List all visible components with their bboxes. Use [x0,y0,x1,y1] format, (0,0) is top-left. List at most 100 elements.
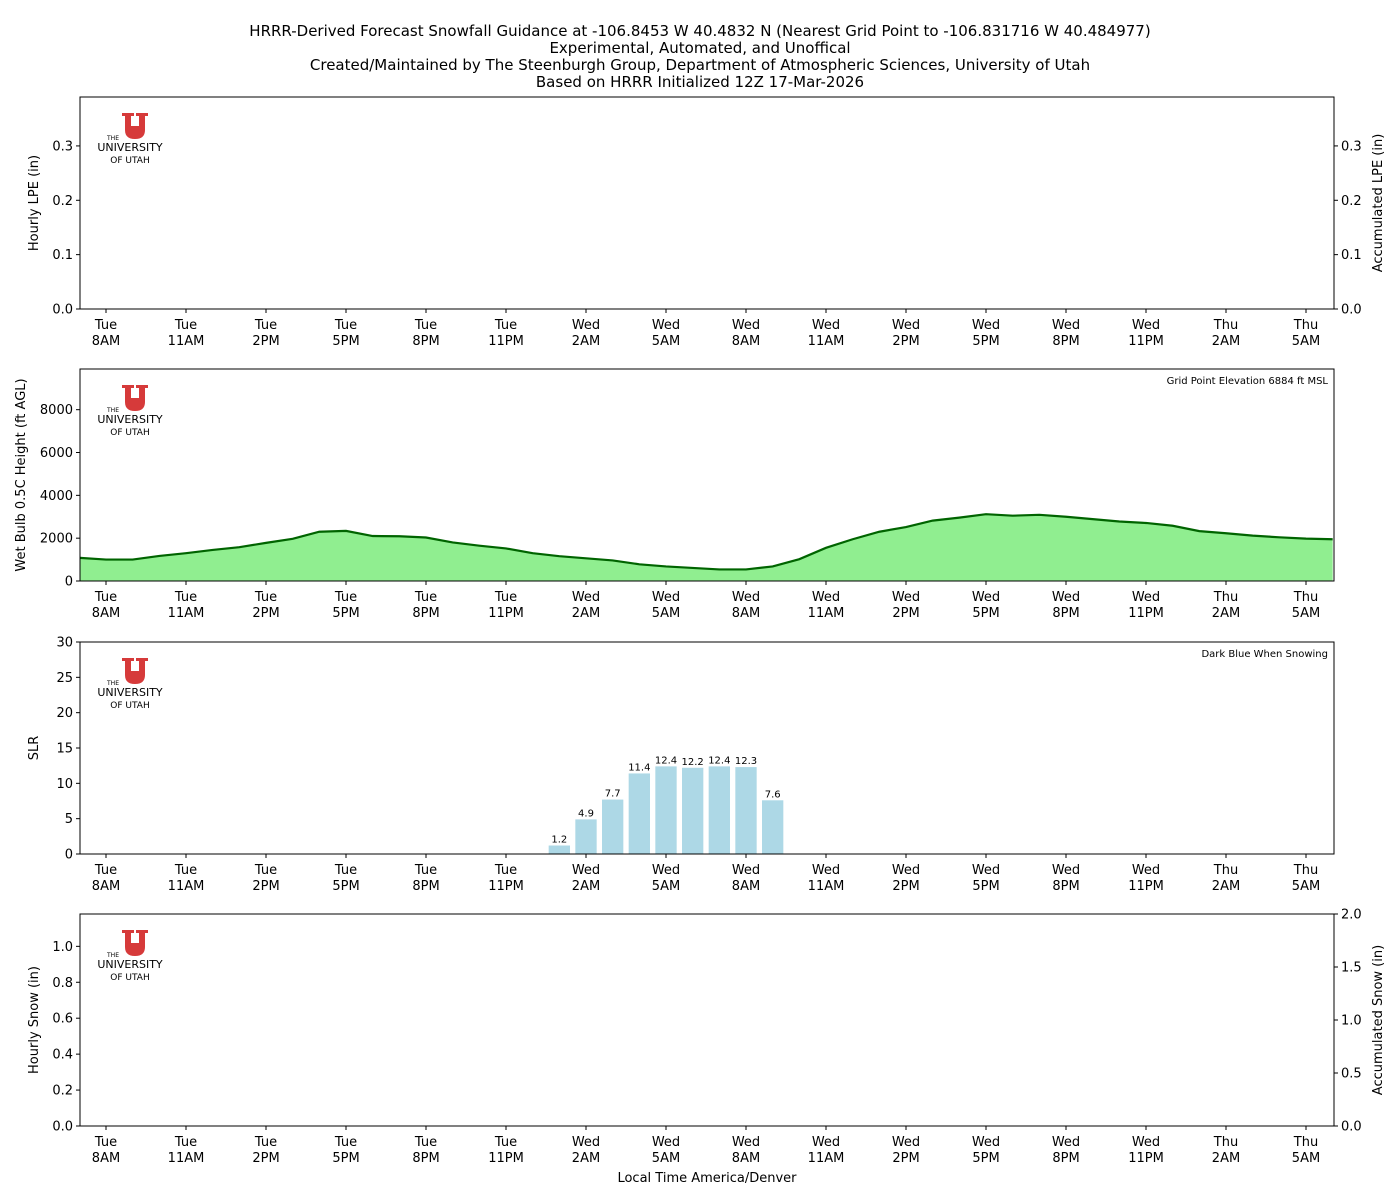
y-axis-label: Hourly Snow (in) [27,966,42,1074]
x-tick-day: Tue [334,590,357,605]
x-tick-day: Tue [254,863,277,878]
x-tick-time: 8AM [732,334,760,349]
y-tick-label: 20 [56,706,73,721]
x-tick-day: Tue [94,318,117,333]
y-right-tick-label: 0.0 [1341,303,1362,318]
logo-text: THE [106,952,119,959]
wetbulb-area [80,514,1333,581]
x-tick-time: 8PM [412,606,439,621]
x-tick-day: Thu [1213,1135,1238,1150]
x-tick-time: 11PM [488,879,524,894]
x-tick-day: Tue [174,318,197,333]
x-tick-time: 2PM [252,1151,279,1166]
x-tick-day: Thu [1293,318,1318,333]
x-tick-day: Wed [572,863,600,878]
u-logo-icon [122,113,148,139]
x-tick-time: 5PM [972,334,999,349]
x-tick-day: Thu [1293,590,1318,605]
y-tick-label: 6000 [40,446,73,461]
x-tick-time: 11AM [168,879,205,894]
x-tick-day: Wed [652,1135,680,1150]
y-right-tick-label: 0.3 [1341,139,1362,154]
x-tick-day: Tue [494,318,517,333]
u-logo-icon [122,930,148,956]
x-tick-time: 2AM [1212,606,1240,621]
y-right-axis-label: Accumulated Snow (in) [1371,945,1386,1095]
x-tick-time: 5AM [652,879,680,894]
y-right-tick-label: 2.0 [1341,908,1362,923]
x-tick-day: Tue [94,863,117,878]
slr-bar-label: 7.6 [765,789,781,800]
u-logo-icon [122,385,148,411]
x-tick-day: Wed [572,590,600,605]
x-tick-time: 5AM [1292,879,1320,894]
x-tick-day: Wed [812,863,840,878]
plot-frame [79,368,1335,582]
x-tick-day: Wed [812,318,840,333]
x-tick-day: Wed [1132,863,1160,878]
slr-bar-label: 12.2 [682,757,704,768]
x-tick-day: Wed [972,318,1000,333]
x-tick-day: Thu [1213,318,1238,333]
y-tick-label: 0.4 [52,1048,73,1063]
logo-text: OF UTAH [110,701,149,711]
x-tick-day: Thu [1293,863,1318,878]
logo-text: OF UTAH [110,156,149,166]
x-tick-day: Tue [414,318,437,333]
x-tick-day: Tue [334,863,357,878]
slr-bar-label: 12.3 [735,756,757,767]
x-tick-day: Wed [652,318,680,333]
y-tick-label: 0.2 [52,1084,73,1099]
x-tick-day: Wed [732,1135,760,1150]
x-tick-day: Tue [174,1135,197,1150]
slr-bar [602,799,624,854]
x-tick-time: 11PM [1128,1151,1164,1166]
y-tick-label: 0 [65,848,73,863]
x-tick-day: Wed [1052,863,1080,878]
x-tick-time: 2PM [892,1151,919,1166]
x-tick-day: Tue [334,1135,357,1150]
x-tick-day: Wed [812,590,840,605]
x-tick-day: Tue [254,590,277,605]
x-tick-time: 11AM [168,334,205,349]
x-tick-day: Wed [812,1135,840,1150]
x-tick-day: Wed [892,590,920,605]
x-tick-time: 8AM [92,334,120,349]
panel-annotation: Dark Blue When Snowing [1201,649,1328,660]
slr-bar-label: 12.4 [655,755,677,766]
y-right-tick-label: 0.1 [1341,248,1362,263]
x-tick-day: Wed [1132,590,1160,605]
x-tick-time: 5PM [332,334,359,349]
x-tick-day: Wed [972,1135,1000,1150]
logo-text: UNIVERSITY [97,141,163,154]
x-tick-day: Tue [94,590,117,605]
slr-bar [628,773,650,854]
logo-text: THE [106,407,119,414]
y-right-tick-label: 1.5 [1341,961,1362,976]
x-tick-time: 5PM [972,879,999,894]
y-tick-label: 1.0 [52,940,73,955]
x-tick-time: 2AM [572,879,600,894]
plot-frame [79,641,1335,855]
slr-bar [735,767,757,854]
y-tick-label: 8000 [40,403,73,418]
x-tick-time: 5AM [652,606,680,621]
y-right-tick-label: 0.2 [1341,194,1362,209]
figure-title-line: Experimental, Automated, and Unoffical [549,39,850,57]
logo-text: UNIVERSITY [97,958,163,971]
x-tick-day: Wed [652,590,680,605]
x-tick-day: Tue [94,1135,117,1150]
y-tick-label: 15 [56,742,73,757]
y-tick-label: 0.8 [52,976,73,991]
x-tick-time: 11AM [808,879,845,894]
x-tick-day: Tue [494,1135,517,1150]
x-tick-time: 11PM [1128,879,1164,894]
x-tick-time: 8AM [732,606,760,621]
panel-annotation: Grid Point Elevation 6884 ft MSL [1167,376,1329,387]
x-tick-time: 5PM [332,879,359,894]
logo-text: OF UTAH [110,428,149,438]
